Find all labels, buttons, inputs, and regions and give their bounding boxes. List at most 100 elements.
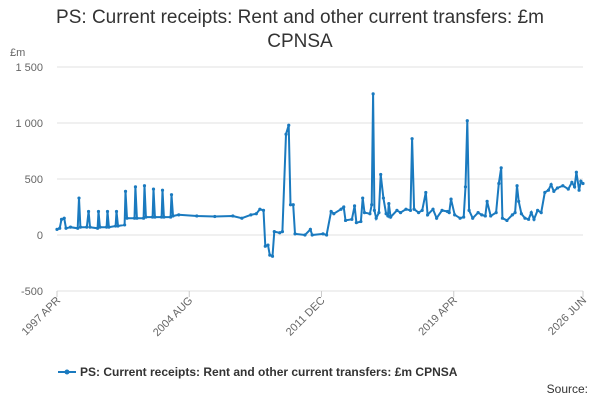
point — [494, 211, 498, 215]
point — [116, 224, 120, 228]
point — [381, 196, 386, 200]
point — [268, 253, 272, 257]
point — [449, 197, 453, 201]
point — [517, 199, 521, 203]
point — [420, 208, 424, 212]
point — [58, 226, 62, 230]
point — [150, 215, 155, 219]
point — [387, 202, 391, 206]
point — [321, 232, 325, 236]
y-tick-label: 500 — [25, 174, 43, 186]
point — [480, 213, 484, 217]
point — [142, 184, 147, 188]
point — [379, 172, 383, 177]
point — [572, 185, 577, 189]
point — [362, 211, 367, 215]
point — [88, 225, 92, 229]
point — [288, 203, 293, 207]
x-tick-label: 1997 APR — [20, 295, 64, 339]
point — [153, 215, 157, 219]
point — [310, 233, 314, 237]
y-tick-label: 1 500 — [15, 62, 43, 74]
point — [171, 214, 175, 218]
point — [339, 207, 343, 211]
point — [98, 225, 102, 229]
point — [566, 187, 570, 191]
point — [536, 208, 540, 212]
point — [350, 217, 354, 221]
point — [570, 180, 574, 184]
point — [86, 209, 91, 214]
x-tick-label: 2011 DEC — [284, 295, 328, 339]
point — [368, 212, 372, 216]
point — [114, 224, 118, 228]
point — [135, 216, 139, 220]
point — [329, 209, 333, 214]
point — [424, 190, 428, 195]
point — [361, 196, 365, 200]
point — [303, 233, 307, 237]
point — [523, 216, 527, 220]
point — [526, 217, 531, 221]
point — [532, 217, 536, 221]
point — [579, 179, 583, 183]
point — [552, 189, 556, 193]
point — [395, 208, 399, 212]
y-tick-label: 1 000 — [15, 118, 43, 130]
point — [519, 212, 523, 216]
point — [249, 213, 253, 217]
point — [85, 225, 89, 229]
point — [151, 187, 156, 191]
point — [352, 204, 357, 208]
point — [160, 188, 165, 192]
point — [284, 132, 288, 136]
point — [412, 207, 416, 211]
y-unit: £m — [10, 47, 25, 59]
point — [467, 208, 471, 212]
point — [463, 185, 468, 189]
point — [261, 208, 266, 212]
point — [272, 230, 276, 234]
point — [471, 216, 475, 220]
source: Source: — [547, 382, 588, 396]
point — [62, 216, 66, 220]
point — [258, 207, 262, 211]
point — [114, 209, 119, 214]
point — [177, 213, 181, 217]
point — [408, 208, 413, 212]
point — [96, 209, 101, 214]
point — [465, 119, 469, 123]
point — [546, 188, 551, 192]
x-tick-label: 2004 AUG — [151, 295, 195, 339]
point — [384, 212, 388, 216]
point — [374, 216, 378, 220]
point — [280, 230, 285, 234]
point — [107, 225, 111, 229]
point — [416, 211, 421, 215]
point — [159, 215, 164, 219]
point — [499, 166, 503, 170]
legend-marker — [64, 369, 70, 375]
point — [410, 137, 414, 141]
point — [266, 243, 270, 247]
point — [386, 214, 390, 218]
point — [510, 213, 514, 217]
point — [325, 233, 329, 237]
x-tick-label: 2026 JUN — [546, 295, 589, 338]
point — [431, 207, 435, 211]
point — [263, 244, 267, 248]
point — [213, 214, 217, 219]
point — [515, 184, 519, 188]
point — [278, 231, 282, 235]
point — [372, 208, 376, 212]
point — [55, 227, 59, 231]
point — [254, 212, 258, 216]
point — [561, 184, 565, 188]
point — [543, 190, 547, 195]
point — [359, 219, 363, 224]
y-tick-label: -500 — [21, 286, 43, 298]
point — [476, 211, 480, 215]
point — [144, 215, 148, 219]
